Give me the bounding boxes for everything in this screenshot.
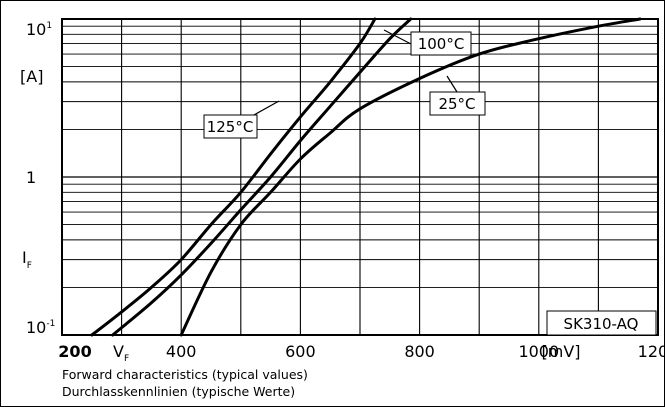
label-25c: 25°C [438,95,475,113]
x-tick-label: 600 [285,342,316,361]
caption-english: Forward characteristics (typical values) [62,367,308,382]
label-100c-annotation: 100°C [383,29,472,56]
y-tick-label: 101 [26,20,52,39]
label-125c-annotation: 125°C [203,100,280,139]
x-tick-label: 400 [166,342,197,361]
label-125c: 125°C [207,118,254,136]
series-line-2 [179,17,642,337]
series-line-0 [90,17,377,337]
grid [62,19,658,335]
x-axis-symbol: VF [113,342,129,364]
part-number: SK310-AQ [564,315,639,333]
label-25c-annotation: 25°C [429,75,486,116]
y-tick-label: 10-1 [26,318,55,337]
series-line-1 [111,17,413,337]
label-100c: 100°C [418,35,465,53]
x-tick-label: 800 [404,342,435,361]
series-curves [90,17,642,337]
y-tick-labels: 101 1 10-1 [26,20,55,337]
x-tick-labels: 200 400 600 800 1000 1200 [58,342,665,361]
x-tick-label: 1000 [518,342,559,361]
y-axis-symbol: IF [22,248,32,271]
y-tick-label: 1 [26,168,36,187]
part-number-box [546,310,657,336]
x-tick-label: 200 [58,342,91,361]
x-axis-unit: [mV] [541,342,580,361]
y-axis-unit: [A] [20,67,43,86]
x-tick-label: 1200 [638,342,665,361]
plot-area-border [61,18,659,336]
caption-german: Durchlasskennlinien (typische Werte) [62,384,295,399]
